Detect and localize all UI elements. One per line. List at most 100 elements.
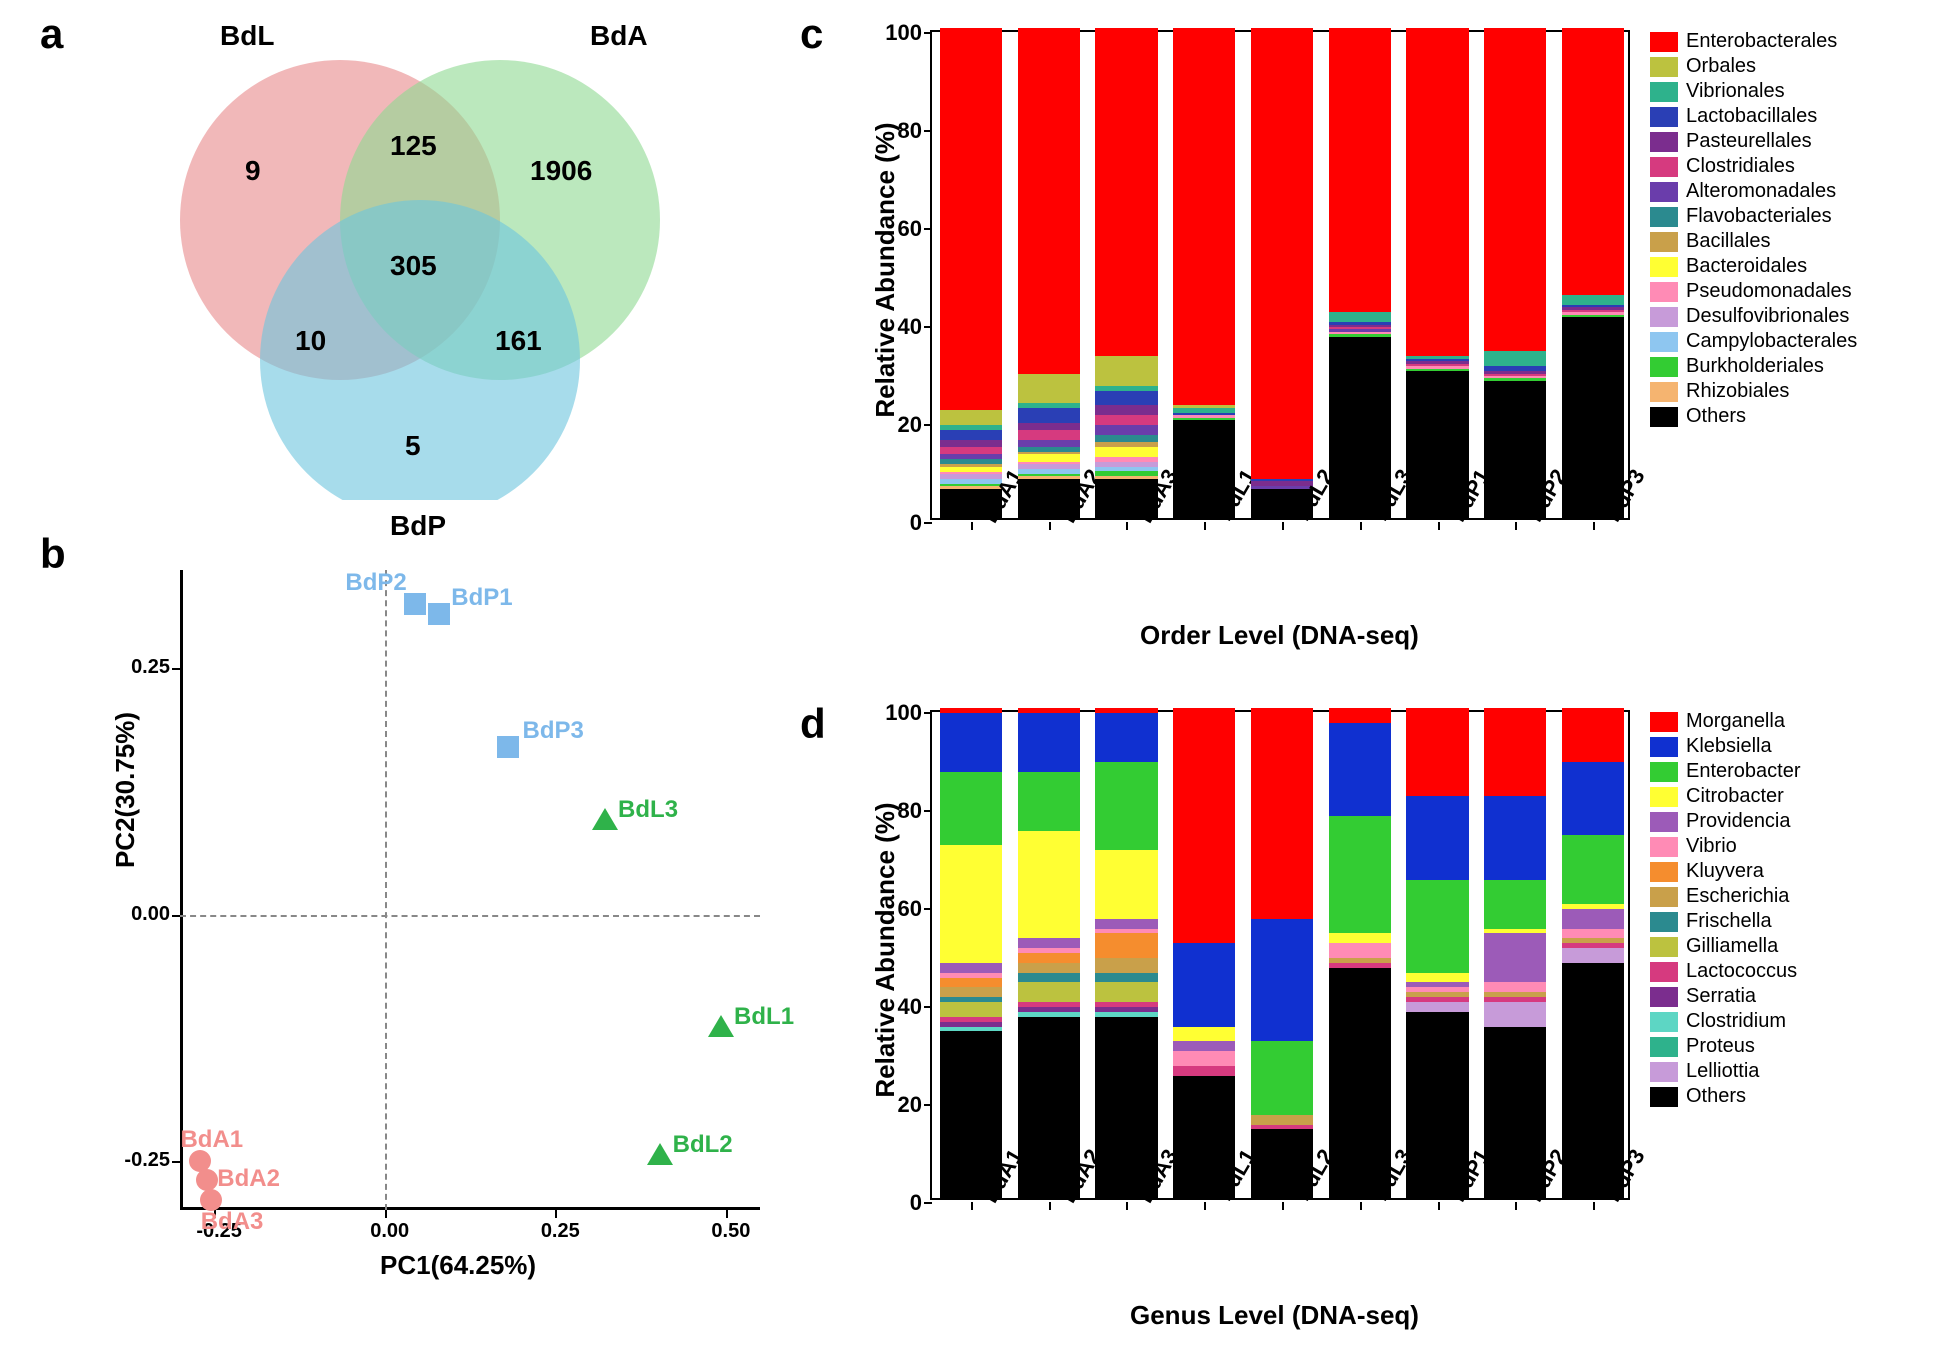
venn-count-la: 125 (390, 130, 437, 162)
bar-segment (1173, 1027, 1235, 1042)
bar-segment (940, 772, 1002, 846)
venn-count-l: 9 (245, 155, 261, 187)
bar-segment (1406, 1002, 1468, 1012)
legend-item: Escherichia (1650, 885, 1801, 908)
bar-segment (1095, 28, 1157, 356)
legend-label: Lelliottia (1686, 1060, 1759, 1083)
pca-point (708, 1015, 734, 1037)
bar-segment (1095, 356, 1157, 385)
bar-column (1406, 708, 1468, 1198)
bar-column (940, 708, 1002, 1198)
bar-segment (1018, 430, 1080, 440)
barc-ylabel: Relative Abundance (%) (870, 120, 901, 420)
venn-label-bdp: BdP (390, 510, 446, 542)
legend-label: Enterobacter (1686, 760, 1801, 783)
pca-xlabel: PC1(64.25%) (380, 1250, 536, 1281)
legend-label: Desulfovibrionales (1686, 305, 1849, 328)
bar-column (1018, 708, 1080, 1198)
legend-item: Burkholderiales (1650, 355, 1857, 378)
bar-segment (1484, 796, 1546, 879)
bar-segment (1484, 1002, 1546, 1027)
legend-label: Others (1686, 405, 1746, 428)
legend-label: Rhizobiales (1686, 380, 1789, 403)
bar-segment (1018, 772, 1080, 831)
bar-segment (1562, 929, 1624, 939)
legend-item: Bacillales (1650, 230, 1857, 253)
bar-segment (1018, 408, 1080, 423)
legend-item: Serratia (1650, 985, 1801, 1008)
venn-count-lp: 10 (295, 325, 326, 357)
bar-segment (940, 845, 1002, 963)
bar-segment (1173, 943, 1235, 1026)
legend-item: Citrobacter (1650, 785, 1801, 808)
bar-segment (1018, 938, 1080, 948)
bar-segment (1018, 28, 1080, 373)
bar-segment (1095, 415, 1157, 425)
legend-label: Others (1686, 1085, 1746, 1108)
legend-item: Rhizobiales (1650, 380, 1857, 403)
legend-label: Klebsiella (1686, 735, 1772, 758)
bar-column (1329, 28, 1391, 518)
legend-label: Enterobacterales (1686, 30, 1837, 53)
legend-label: Orbales (1686, 55, 1756, 78)
bar-segment (1095, 958, 1157, 973)
bar-segment (1406, 708, 1468, 796)
bar-segment (940, 963, 1002, 973)
bar-column (1251, 28, 1313, 518)
bar-segment (1484, 708, 1546, 796)
bar-segment (1095, 973, 1157, 983)
venn-count-all: 305 (390, 250, 437, 282)
legend-label: Lactococcus (1686, 960, 1797, 983)
legend-item: Providencia (1650, 810, 1801, 833)
pca-point (497, 736, 519, 758)
legend-item: Klebsiella (1650, 735, 1801, 758)
legend-item: Vibrio (1650, 835, 1801, 858)
panel-label-a: a (40, 10, 63, 58)
bar-segment (1095, 982, 1157, 1002)
pca-point-label: BdA2 (217, 1165, 280, 1193)
panel-b-pca: -0.250.000.250.50-0.250.000.25BdA1BdA2Bd… (110, 560, 790, 1280)
legend-item: Proteus (1650, 1035, 1801, 1058)
bar-column (1018, 28, 1080, 518)
legend-label: Providencia (1686, 810, 1791, 833)
pca-point (647, 1143, 673, 1165)
bar-segment (1095, 762, 1157, 850)
venn-count-ap: 161 (495, 325, 542, 357)
pca-point-label: BdP1 (451, 584, 512, 612)
pca-point-label: BdL1 (734, 1003, 794, 1031)
legend-item: Clostridium (1650, 1010, 1801, 1033)
legend-item: Lactococcus (1650, 960, 1801, 983)
venn-label-bdl: BdL (220, 20, 274, 52)
bar-segment (1173, 1051, 1235, 1066)
bar-segment (1095, 405, 1157, 415)
bard-xlabel: Genus Level (DNA-seq) (1130, 1300, 1419, 1331)
legend-label: Escherichia (1686, 885, 1789, 908)
bar-segment (1251, 1041, 1313, 1115)
bar-column (1095, 28, 1157, 518)
legend-item: Frischella (1650, 910, 1801, 933)
bar-segment (1406, 796, 1468, 879)
bar-segment (1018, 454, 1080, 461)
barc-xlabel: Order Level (DNA-seq) (1140, 620, 1419, 651)
legend-item: Vibrionales (1650, 80, 1857, 103)
bar-segment (940, 410, 1002, 425)
panel-label-d: d (800, 700, 826, 748)
bar-segment (1251, 708, 1313, 919)
legend-item: Flavobacteriales (1650, 205, 1857, 228)
legend-label: Frischella (1686, 910, 1772, 933)
bar-column (1562, 28, 1624, 518)
pca-point-label: BdL3 (618, 796, 678, 824)
legend-label: Bacillales (1686, 230, 1770, 253)
legend-label: Clostridiales (1686, 155, 1795, 178)
legend-label: Clostridium (1686, 1010, 1786, 1033)
bar-segment (1329, 708, 1391, 723)
bar-segment (1251, 28, 1313, 479)
bar-segment (1406, 880, 1468, 973)
bar-segment (1173, 28, 1235, 405)
panel-a-venn: BdL BdA BdP 9 1906 5 125 10 161 305 (70, 20, 770, 500)
pca-point-label: BdP2 (345, 569, 406, 597)
legend-item: Lelliottia (1650, 1060, 1801, 1083)
bar-segment (1095, 713, 1157, 762)
legend-item: Pasteurellales (1650, 130, 1857, 153)
bar-column (1484, 708, 1546, 1198)
